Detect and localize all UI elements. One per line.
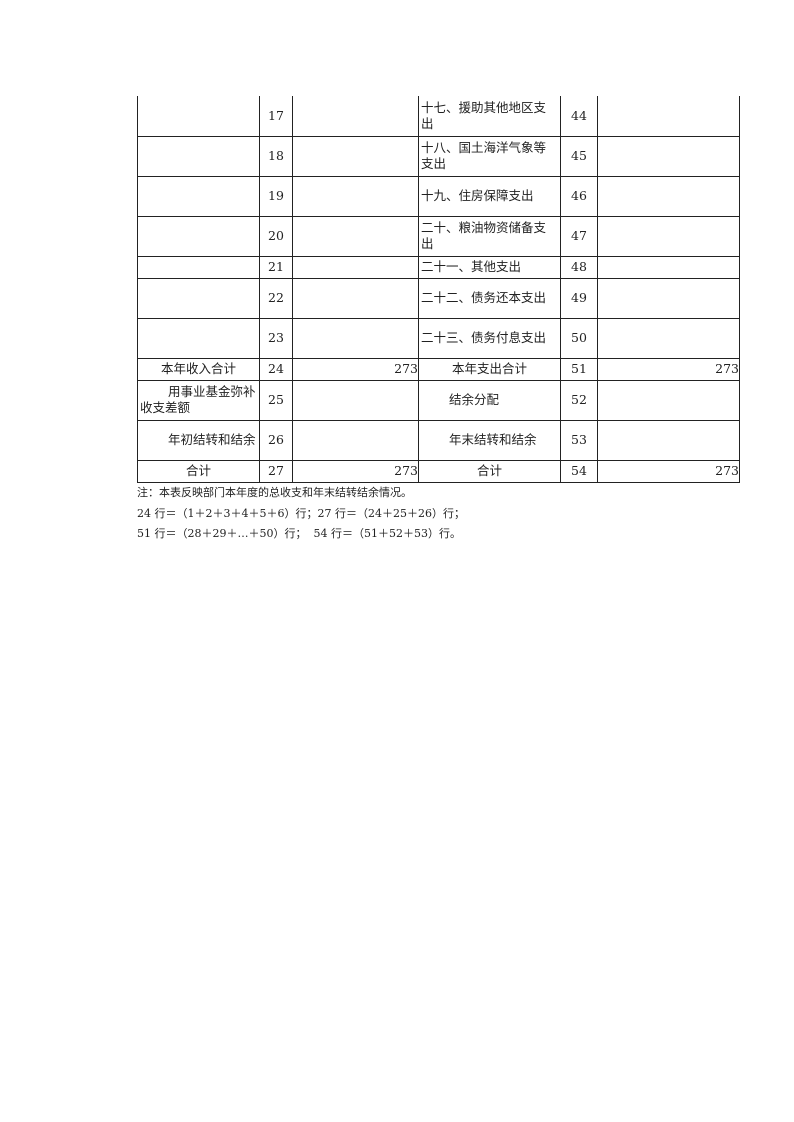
left-label [137,317,260,359]
left-row-number: 25 [259,379,293,421]
right-label: 合计 [418,459,561,483]
right-label: 二十、粮油物资储备支出 [418,215,561,257]
table-row: 19 十九、住房保障支出 46 [137,175,740,217]
right-amount [597,215,740,257]
right-row-number: 50 [560,317,598,359]
left-label [137,215,260,257]
left-amount [292,135,419,177]
left-row-number: 20 [259,215,293,257]
left-amount [292,379,419,421]
right-row-number: 53 [560,419,598,461]
left-label: 年初结转和结余 [137,419,260,461]
left-amount [292,175,419,217]
left-label [137,255,260,279]
note-line: 24 行＝（1＋2＋3＋4＋5＋6）行；27 行＝（24＋25＋26）行； [137,506,465,520]
left-amount [292,277,419,319]
right-amount [597,175,740,217]
table-row: 23 二十三、债务付息支出 50 [137,317,740,359]
right-row-number: 46 [560,175,598,217]
left-amount [292,215,419,257]
left-amount [292,96,419,137]
right-label: 二十二、债务还本支出 [418,277,561,319]
right-label: 年末结转和结余 [418,419,561,461]
table-notes: 注：本表反映部门本年度的总收支和年末结转结余情况。 24 行＝（1＋2＋3＋4＋… [137,483,465,545]
right-label: 本年支出合计 [418,357,561,381]
right-label: 二十一、其他支出 [418,255,561,279]
left-label: 合计 [137,459,260,483]
left-amount [292,317,419,359]
left-row-number: 17 [259,96,293,137]
left-label [137,175,260,217]
right-row-number: 45 [560,135,598,177]
right-row-number: 49 [560,277,598,319]
left-label [137,96,260,137]
table-row: 18 十八、国土海洋气象等支出 45 [137,135,740,177]
left-label [137,135,260,177]
left-amount: 273 [292,459,419,483]
table-row: 21 二十一、其他支出 48 [137,255,740,279]
right-amount [597,277,740,319]
right-amount [597,419,740,461]
table-row: 合计 27 273 合计 54 273 [137,459,740,483]
right-amount: 273 [597,357,740,381]
note-line: 51 行＝（28＋29＋…＋50）行； 54 行＝（51＋52＋53）行。 [137,527,461,540]
right-row-number: 47 [560,215,598,257]
left-amount [292,255,419,279]
right-label: 十七、援助其他地区支出 [418,96,561,137]
left-row-number: 22 [259,277,293,319]
left-label [137,277,260,319]
left-label: 本年收入合计 [137,357,260,381]
table-row: 用事业基金弥补收支差额 25 结余分配 52 [137,379,740,421]
left-row-number: 19 [259,175,293,217]
left-row-number: 21 [259,255,293,279]
left-label: 用事业基金弥补收支差额 [137,379,260,421]
table-row: 年初结转和结余 26 年末结转和结余 53 [137,419,740,461]
right-amount: 273 [597,459,740,483]
right-amount [597,135,740,177]
note-line: 注：本表反映部门本年度的总收支和年末结转结余情况。 [137,486,412,499]
right-amount [597,379,740,421]
right-row-number: 52 [560,379,598,421]
table-row: 本年收入合计 24 273 本年支出合计 51 273 [137,357,740,381]
right-label: 结余分配 [418,379,561,421]
right-amount [597,96,740,137]
table-row: 17 十七、援助其他地区支出 44 [137,96,740,137]
table-row: 22 二十二、债务还本支出 49 [137,277,740,319]
left-row-number: 27 [259,459,293,483]
right-label: 十八、国土海洋气象等支出 [418,135,561,177]
table-row: 20 二十、粮油物资储备支出 47 [137,215,740,257]
left-row-number: 24 [259,357,293,381]
right-row-number: 44 [560,96,598,137]
right-row-number: 54 [560,459,598,483]
right-amount [597,255,740,279]
left-row-number: 23 [259,317,293,359]
right-amount [597,317,740,359]
income-expenditure-table: 17 十七、援助其他地区支出 44 18 十八、国土海洋气象等支出 45 19 十九、住房保障… [137,96,740,483]
left-row-number: 18 [259,135,293,177]
right-label: 十九、住房保障支出 [418,175,561,217]
right-label: 二十三、债务付息支出 [418,317,561,359]
left-amount [292,419,419,461]
left-row-number: 26 [259,419,293,461]
right-row-number: 48 [560,255,598,279]
left-amount: 273 [292,357,419,381]
right-row-number: 51 [560,357,598,381]
